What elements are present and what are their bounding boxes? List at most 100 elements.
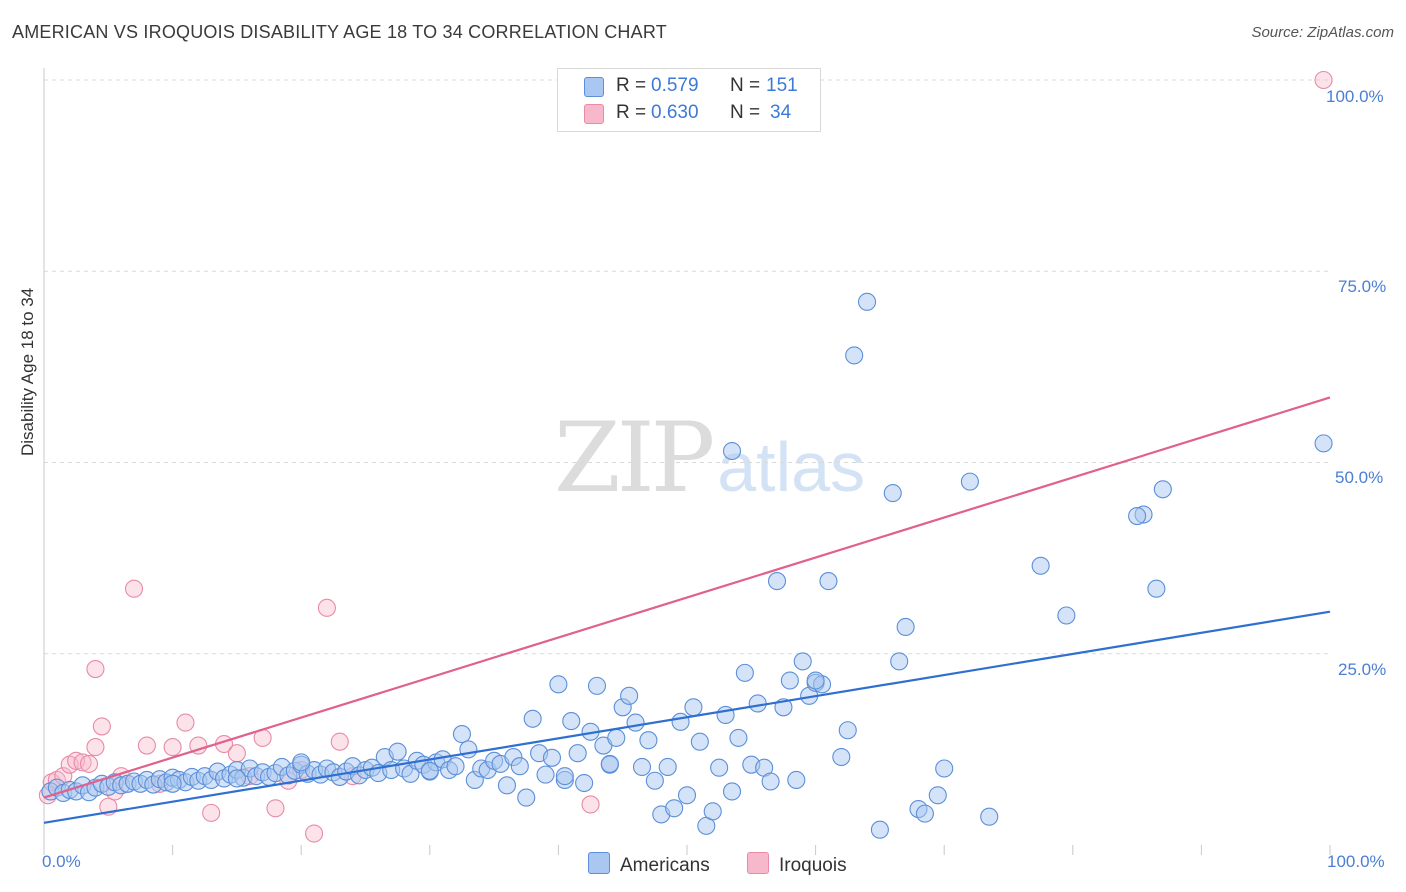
iroquois-point-16	[163, 738, 182, 757]
iroquois-point-28	[317, 598, 336, 617]
american-point-122	[832, 747, 851, 767]
american-point-123	[838, 721, 857, 740]
american-point-133	[960, 472, 979, 491]
american-point-135	[1031, 556, 1050, 575]
watermark: ZIPatlas	[554, 402, 865, 514]
american-point-131	[928, 786, 947, 805]
iroquois-point-13	[124, 579, 144, 598]
american-point-141	[722, 441, 742, 461]
iroquois-trend-line	[43, 396, 1331, 799]
iroquois-point-19	[202, 803, 221, 822]
americans-n-value: 151	[766, 75, 798, 96]
american-point-146	[227, 769, 246, 788]
american-point-125	[870, 820, 889, 839]
american-point-132	[935, 759, 954, 778]
watermark-zip: ZIP	[554, 402, 715, 514]
american-point-139	[1153, 480, 1172, 499]
american-point-103	[703, 802, 722, 821]
american-point-97	[665, 799, 684, 818]
american-point-90	[620, 686, 639, 705]
iroquois-point-24	[266, 799, 285, 818]
american-point-74	[517, 788, 536, 807]
american-point-130	[915, 804, 934, 823]
american-point-77	[536, 765, 555, 784]
american-point-104	[710, 758, 729, 777]
american-point-78	[542, 748, 562, 767]
american-point-148	[420, 761, 439, 780]
american-point-149	[600, 754, 619, 773]
american-point-65	[459, 740, 478, 759]
american-point-121	[819, 572, 838, 591]
iroquois-point-21	[227, 744, 246, 763]
american-point-96	[658, 757, 677, 777]
source-label: Source: ZipAtlas.com	[1251, 24, 1394, 41]
american-point-73	[510, 757, 529, 776]
american-point-88	[607, 728, 626, 747]
american-point-127	[890, 652, 909, 671]
y-tick-label-50: 50.0%	[1335, 468, 1384, 487]
american-point-113	[767, 572, 787, 591]
americans-r-value: 0.579	[651, 75, 699, 96]
n-label: N =	[730, 75, 761, 96]
american-point-100	[684, 698, 703, 717]
american-point-143	[806, 671, 825, 690]
american-point-93	[639, 731, 658, 750]
iroquois-legend-label: Iroquois	[779, 855, 847, 876]
american-point-142	[845, 346, 864, 365]
american-point-138	[1147, 579, 1166, 598]
iroquois-point-6	[73, 753, 92, 772]
american-point-136	[1057, 606, 1076, 625]
american-point-71	[497, 776, 517, 795]
r-label: R =	[616, 75, 647, 96]
americans-legend-swatch	[588, 852, 610, 874]
american-point-128	[896, 617, 915, 637]
americans-legend-label: Americans	[620, 855, 710, 876]
iroquois-point-9	[92, 717, 111, 736]
iroquois-point-33	[581, 795, 600, 814]
american-point-144	[555, 767, 574, 786]
correlation-legend: R = 0.579 N = 151 R = 0.630 N = 34	[557, 68, 821, 132]
american-point-79	[549, 675, 568, 694]
american-point-101	[690, 732, 709, 751]
iroquois-legend-swatch	[747, 852, 769, 874]
american-point-64	[452, 725, 472, 744]
american-point-124	[857, 292, 877, 311]
y-axis-label: Disability Age 18 to 34	[18, 287, 37, 456]
american-point-126	[883, 484, 902, 503]
iroquois-point-29	[330, 732, 349, 751]
iroquois-point-31	[86, 659, 105, 679]
y-tick-label-25: 25.0%	[1338, 660, 1387, 679]
iroquois-point-32	[1314, 70, 1333, 90]
american-point-85	[587, 676, 607, 695]
american-point-94	[645, 771, 664, 790]
iroquois-point-7	[79, 754, 99, 773]
iroquois-n-value: 34	[770, 102, 792, 123]
watermark-atlas: atlas	[717, 428, 866, 506]
american-point-116	[787, 770, 806, 790]
n-label: N =	[730, 102, 761, 123]
american-point-83	[575, 773, 594, 793]
americans-swatch	[584, 77, 604, 97]
american-point-75	[523, 709, 542, 728]
american-point-140	[1314, 434, 1333, 453]
iroquois-swatch	[584, 104, 604, 124]
american-point-54	[388, 742, 407, 761]
r-label: R =	[616, 102, 647, 123]
american-point-112	[761, 772, 780, 791]
american-point-92	[632, 757, 652, 777]
legend-americans: Americans	[588, 852, 710, 877]
american-point-98	[671, 712, 690, 731]
american-point-107	[729, 728, 748, 747]
american-point-99	[677, 786, 697, 805]
american-point-106	[722, 782, 742, 801]
american-trend-line	[43, 610, 1331, 824]
y-tick-label-100: 100.0%	[1326, 87, 1384, 106]
iroquois-point-17	[176, 713, 195, 732]
x-tick-label-max: 100.0%	[1327, 852, 1385, 871]
american-point-63	[446, 757, 465, 776]
american-point-115	[780, 671, 799, 690]
american-point-150	[1128, 506, 1147, 526]
iroquois-point-27	[305, 824, 324, 843]
american-point-110	[748, 694, 767, 713]
